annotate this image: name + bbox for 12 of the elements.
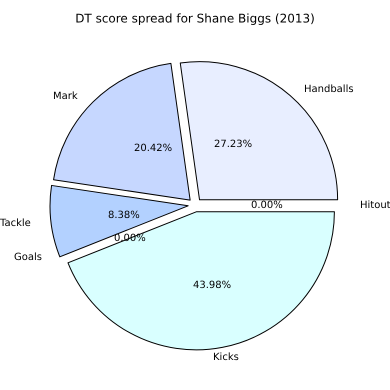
- data-label: 20.42%: [134, 143, 172, 154]
- slice-label: Kicks: [213, 352, 239, 363]
- data-label: 8.38%: [108, 210, 140, 221]
- slice-label: Handballs: [304, 84, 354, 95]
- data-label: 27.23%: [214, 139, 252, 150]
- slice-label: Tackle: [0, 218, 31, 229]
- chart-title: DT score spread for Shane Biggs (2013): [75, 11, 315, 26]
- category-label: Hitout: [360, 200, 390, 211]
- category-label: Goals: [14, 252, 42, 263]
- data-label: 43.98%: [193, 280, 232, 291]
- slice-label: Mark: [53, 91, 78, 102]
- text: 0.00%: [251, 200, 283, 211]
